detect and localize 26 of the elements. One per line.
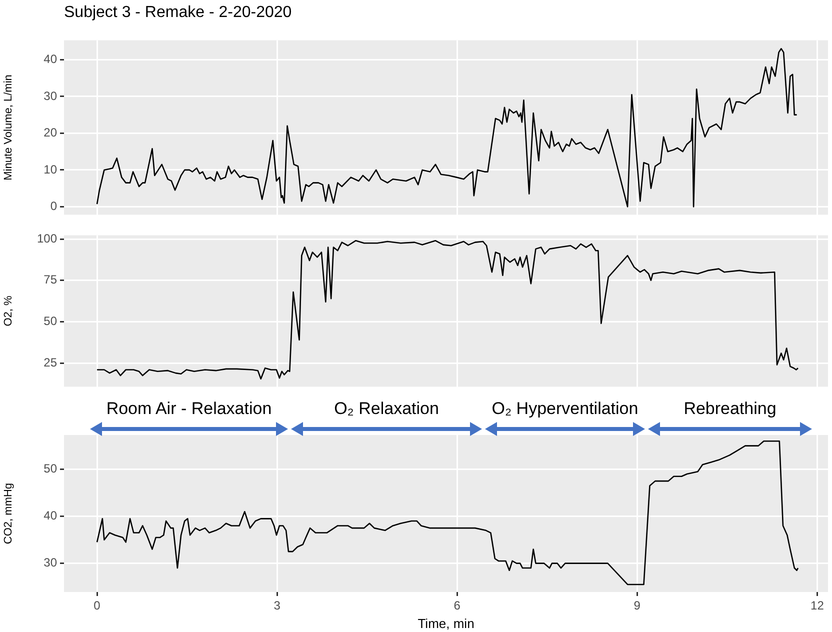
x-tick-label: 0 xyxy=(94,598,101,613)
y-tick-label: 50 xyxy=(44,314,58,328)
y-tick-label: 0 xyxy=(50,199,58,214)
text: O₂ Relaxation xyxy=(333,399,440,419)
x-tick-label: 6 xyxy=(454,598,461,613)
x-axis-title: Time, min xyxy=(418,616,474,631)
chart-title: Subject 3 - Remake - 2-20-2020 xyxy=(63,3,293,23)
x-tick-label: 3 xyxy=(274,598,281,613)
y-tick-label: 40 xyxy=(44,508,58,523)
y-axis-title: CO2, mmHg xyxy=(2,482,15,544)
text: O₂ Hyperventilation xyxy=(490,399,640,419)
y-tick-label: 20 xyxy=(44,126,58,140)
y-tick-label: 30 xyxy=(44,88,58,103)
x-tick-label: 9 xyxy=(634,598,641,613)
y-axis-title: Minute Volume, L/min xyxy=(2,74,15,180)
y-tick-label: 30 xyxy=(44,556,58,570)
y-tick-label: 25 xyxy=(44,355,58,370)
y-tick-label: 10 xyxy=(44,162,58,176)
text: Rebreathing xyxy=(682,399,778,419)
y-axis-title: O2, % xyxy=(2,296,15,326)
text: Room Air - Relaxation xyxy=(105,399,273,419)
x-tick-label: 12 xyxy=(810,598,824,613)
y-tick-label: 100 xyxy=(36,231,58,246)
y-tick-label: 40 xyxy=(44,52,58,66)
y-tick-label: 50 xyxy=(44,462,58,476)
y-tick-label: 75 xyxy=(44,272,58,287)
